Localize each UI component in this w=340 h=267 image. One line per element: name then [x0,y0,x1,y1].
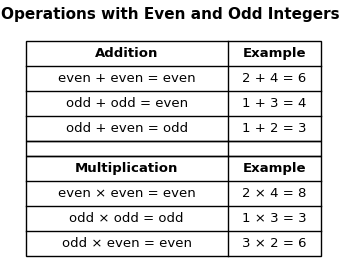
Text: Addition: Addition [95,47,158,60]
Text: Multiplication: Multiplication [75,162,178,175]
Text: Example: Example [243,162,306,175]
Text: 2 × 4 = 8: 2 × 4 = 8 [242,187,307,200]
Text: 2 + 4 = 6: 2 + 4 = 6 [242,72,307,85]
Text: Example: Example [243,47,306,60]
Bar [26,156,321,256]
Text: even + even = even: even + even = even [58,72,195,85]
Text: odd × odd = odd: odd × odd = odd [69,212,184,225]
Text: even × even = even: even × even = even [58,187,195,200]
Bar [26,141,321,156]
Text: odd + odd = even: odd + odd = even [66,97,188,110]
Text: Operations with Even and Odd Integers: Operations with Even and Odd Integers [1,7,339,22]
Text: 1 + 3 = 4: 1 + 3 = 4 [242,97,307,110]
Text: 3 × 2 = 6: 3 × 2 = 6 [242,237,307,250]
Text: 1 × 3 = 3: 1 × 3 = 3 [242,212,307,225]
Bar [26,41,321,141]
Text: 1 + 2 = 3: 1 + 2 = 3 [242,122,307,135]
Text: odd × even = even: odd × even = even [62,237,192,250]
Text: odd + even = odd: odd + even = odd [66,122,188,135]
